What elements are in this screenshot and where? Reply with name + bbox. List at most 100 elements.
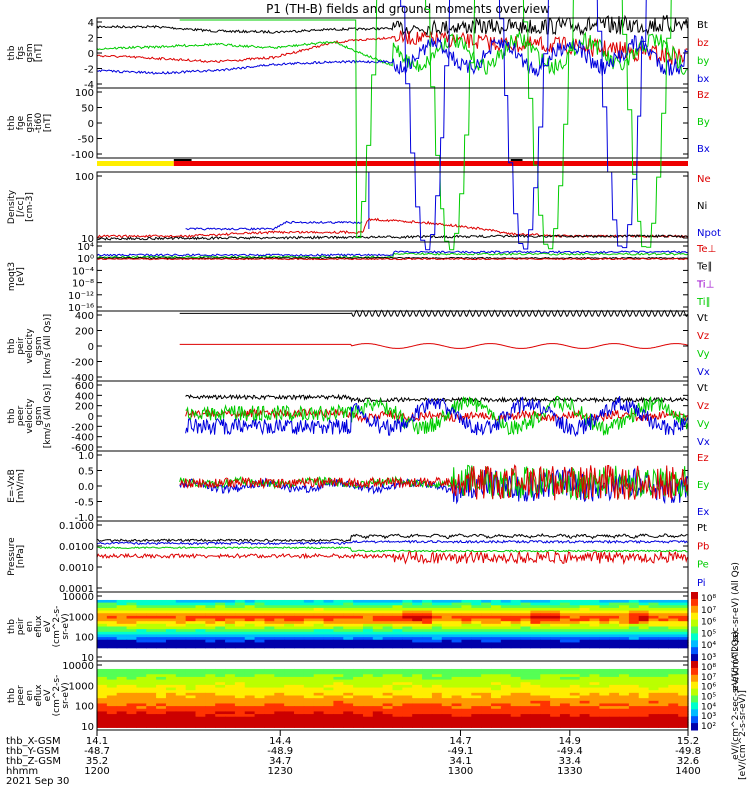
spectrogram-cell xyxy=(284,692,295,697)
spectrogram-cell xyxy=(481,690,492,694)
spectrogram-cell xyxy=(323,671,334,675)
spectrogram-cell xyxy=(156,716,167,720)
spectrogram-cell xyxy=(609,613,620,617)
spectrogram-cell xyxy=(343,711,354,715)
spectrogram-cell xyxy=(97,719,108,723)
spectrogram-cell xyxy=(569,708,581,713)
spectrogram-cell xyxy=(382,618,394,622)
spectrogram-cell xyxy=(313,607,325,612)
spectrogram-cell xyxy=(589,639,600,644)
legend-entry: Ex xyxy=(697,507,709,518)
spectrogram-cell xyxy=(205,703,216,707)
spectrogram-cell xyxy=(333,684,344,689)
spectrogram-cell xyxy=(441,690,453,694)
spectrogram-cell xyxy=(599,695,610,699)
spectrogram-cell xyxy=(362,711,374,715)
spectrogram-cell xyxy=(392,613,403,617)
y-axis-label-line: eV xyxy=(43,689,53,702)
spectrogram-cell xyxy=(530,684,541,689)
spectrogram-cell xyxy=(402,626,413,630)
spectrogram-cell xyxy=(648,645,660,649)
spectrogram-cell xyxy=(471,629,482,633)
spectrogram-cell xyxy=(638,708,650,713)
y-tick-label: -400 xyxy=(71,373,94,384)
spectrogram-cell xyxy=(284,599,295,604)
spectrogram-cell xyxy=(619,698,630,702)
colorbar-cell xyxy=(691,667,698,676)
spectrogram-cell xyxy=(471,613,482,617)
spectrogram-cell xyxy=(412,613,423,617)
spectrogram-cell xyxy=(471,634,482,638)
spectrogram-cell xyxy=(431,687,443,691)
spectrogram-cell xyxy=(550,679,561,683)
spectrogram-cell xyxy=(609,615,620,620)
spectrogram-cell xyxy=(658,716,669,720)
spectrogram-cell xyxy=(372,599,384,604)
spectrogram-cell xyxy=(313,671,325,675)
spectrogram-cell xyxy=(481,602,492,606)
spectrogram-cell xyxy=(333,623,344,628)
y-tick-label: 2 xyxy=(88,34,94,45)
spectrogram-cell xyxy=(195,607,206,612)
spectrogram-cell xyxy=(106,714,118,718)
spectrogram-cell xyxy=(550,700,561,705)
spectrogram-cell xyxy=(559,724,571,728)
spectrogram-cell xyxy=(589,690,600,694)
spectrogram-cell xyxy=(244,634,256,638)
spectrogram-cell xyxy=(126,626,137,630)
spectrogram-cell xyxy=(422,722,433,726)
spectrogram-cell xyxy=(422,602,433,606)
spectrogram-cell xyxy=(215,602,226,606)
spectrogram-cell xyxy=(146,682,157,686)
spectrogram-cell xyxy=(303,639,315,644)
spectrogram-cell xyxy=(540,642,551,646)
spectrogram-cell xyxy=(284,639,295,644)
spectrogram-cell xyxy=(353,634,364,638)
spectrogram-cell xyxy=(569,626,581,630)
spectrogram-cell xyxy=(205,722,216,726)
spectrogram-cell xyxy=(215,708,226,713)
spectrogram-cell xyxy=(392,668,403,673)
spectrogram-cell xyxy=(254,722,266,726)
spectrogram-cell xyxy=(313,623,325,628)
spectrogram-cell xyxy=(353,700,364,705)
spectrogram-cell xyxy=(491,714,502,718)
series-Npot-line xyxy=(185,220,363,231)
spectrogram-cell xyxy=(382,698,394,702)
spectrogram-cell xyxy=(441,682,453,686)
spectrogram-cell xyxy=(550,645,561,649)
spectrogram-cell xyxy=(264,690,275,694)
spectrogram-cell xyxy=(175,708,187,713)
spectrogram-cell xyxy=(97,682,108,686)
spectrogram-cell xyxy=(619,690,630,694)
spectrogram-cell xyxy=(175,687,187,691)
spectrogram-cell xyxy=(550,605,561,609)
spectrogram-cell xyxy=(382,687,394,691)
spectrogram-cell xyxy=(284,642,295,646)
spectrogram-cell xyxy=(126,690,137,694)
spectrogram-cell xyxy=(678,684,689,689)
spectrogram-cell xyxy=(461,618,472,622)
spectrogram-cell xyxy=(402,599,413,604)
spectrogram-cell xyxy=(215,631,226,636)
spectrogram-cell xyxy=(254,613,266,617)
spectrogram-cell xyxy=(116,719,128,723)
spectrogram-cell xyxy=(520,629,531,633)
spectrogram-cell xyxy=(392,700,403,705)
spectrogram-cell xyxy=(116,642,128,646)
spectrogram-cell xyxy=(540,716,551,720)
bottom-row-name: thb_X-GSM xyxy=(6,736,61,747)
spectrogram-cell xyxy=(530,642,541,646)
spectrogram-cell xyxy=(559,626,571,630)
spectrogram-cell xyxy=(343,615,354,620)
spectrogram-cell xyxy=(461,690,472,694)
spectrogram-cell xyxy=(313,708,325,713)
legend-entry: Bx xyxy=(697,144,710,155)
spectrogram-cell xyxy=(284,634,295,638)
spectrogram-cell xyxy=(156,621,167,625)
spectrogram-cell xyxy=(185,634,197,638)
y-tick-label: 0 xyxy=(88,49,94,60)
spectrogram-cell xyxy=(638,682,650,686)
spectrogram-cell xyxy=(471,695,482,699)
spectrogram-cell xyxy=(431,698,443,702)
